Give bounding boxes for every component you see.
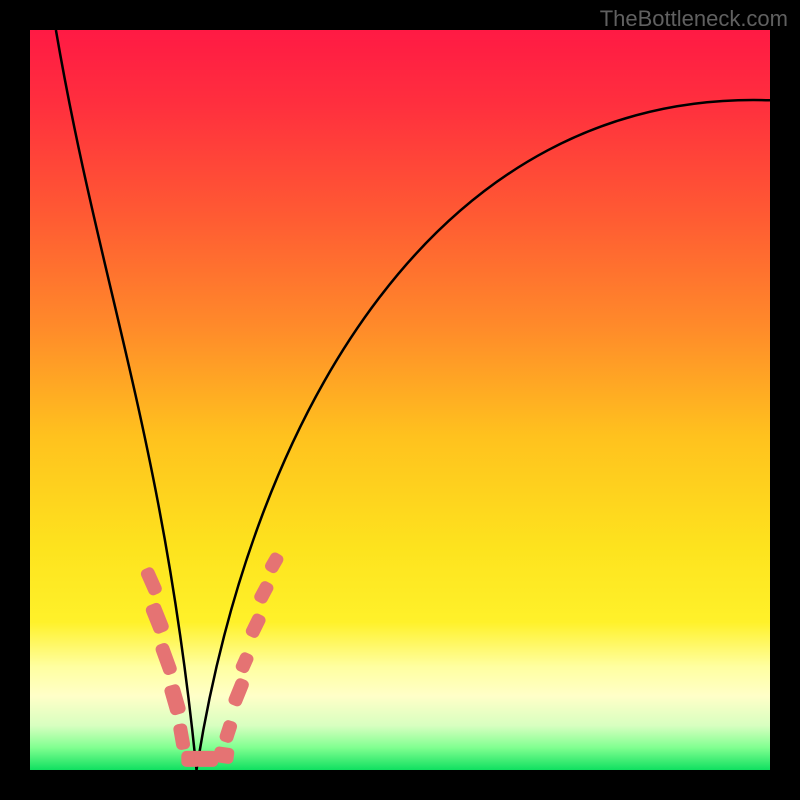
data-marker bbox=[213, 746, 235, 765]
gradient-background bbox=[30, 30, 770, 770]
bottleneck-chart bbox=[0, 0, 800, 800]
watermark-text: TheBottleneck.com bbox=[600, 6, 788, 32]
